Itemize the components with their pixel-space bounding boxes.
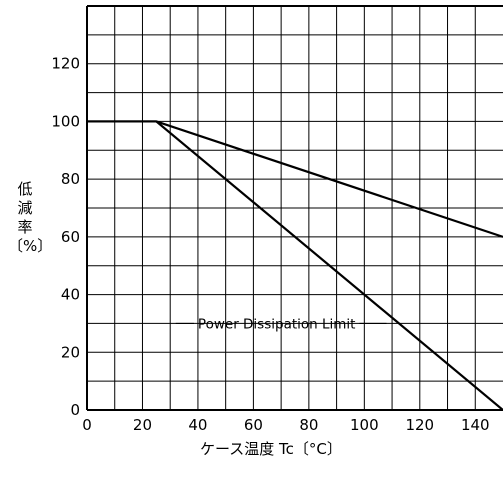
y-tick-label: 40 <box>61 286 80 304</box>
y-tick-label: 60 <box>61 228 80 246</box>
x-tick-label: 140 <box>461 416 490 434</box>
series-lines <box>87 120 503 411</box>
x-tick-label: 40 <box>188 416 207 434</box>
y-axis-label-char: 率 <box>17 218 33 236</box>
y-axis-label-unit: 〔%〕 <box>8 237 53 255</box>
x-tick-label: 100 <box>350 416 379 434</box>
y-axis-label: 低 減 率 〔%〕 <box>8 180 53 256</box>
y-tick-labels: 0 20 40 60 80 100 120 <box>51 55 80 419</box>
y-tick-label: 20 <box>61 343 80 361</box>
x-axis-label: ケース温度 Tc〔°C〕 <box>200 440 342 458</box>
x-tick-label: 120 <box>405 416 434 434</box>
x-tick-label: 0 <box>82 416 92 434</box>
x-tick-label: 20 <box>133 416 152 434</box>
y-tick-label: 120 <box>51 55 80 73</box>
plot-frame <box>86 5 503 411</box>
x-tick-label: 60 <box>244 416 263 434</box>
x-tick-label: 80 <box>299 416 318 434</box>
grid-lines <box>87 6 503 410</box>
y-tick-label: 80 <box>61 170 80 188</box>
y-tick-label: 0 <box>70 401 80 419</box>
y-axis-label-char: 低 <box>17 180 33 198</box>
y-axis-label-char: 減 <box>17 199 33 217</box>
annotation-power-dissipation: Power Dissipation Limit <box>198 316 356 332</box>
y-tick-label: 100 <box>51 112 80 130</box>
series-line-power-dissipation <box>87 120 503 411</box>
series-annotations: Secondary Breakdown LimitPower Dissipati… <box>175 316 387 332</box>
x-tick-labels: 0 20 40 60 80 100 120 140 <box>82 416 489 434</box>
